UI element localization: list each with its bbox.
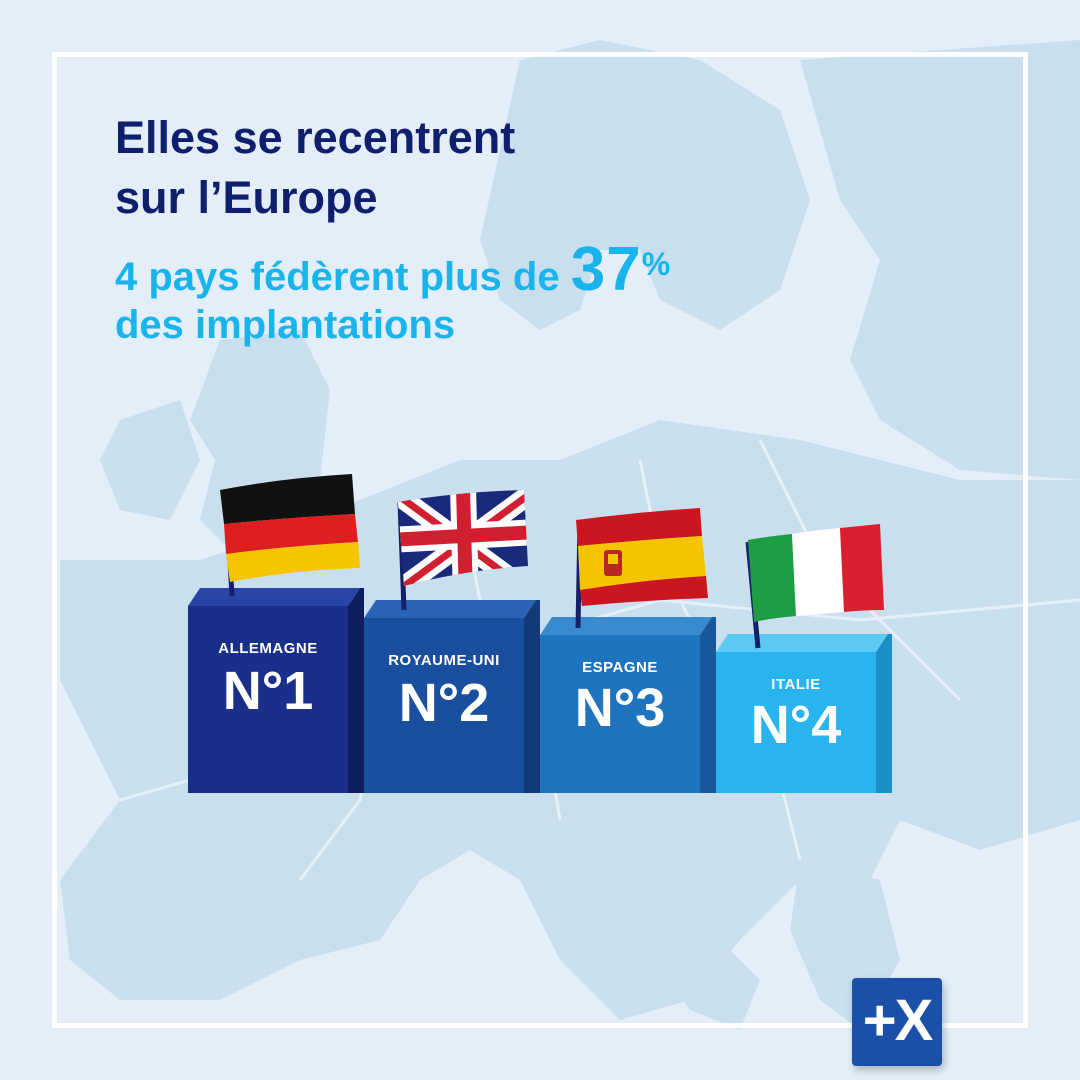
subheadline: 4 pays fédèrent plus de 37% des implanta… [115, 239, 671, 349]
country-label: ROYAUME-UNI [388, 652, 500, 669]
rank-label: N°2 [398, 673, 490, 733]
block-side [524, 600, 540, 793]
podium-block-2: ROYAUME-UNI N°2 [364, 600, 540, 793]
brand-logo: +X [852, 978, 942, 1066]
block-side [348, 588, 364, 793]
germany-flag-icon [220, 474, 360, 597]
country-label: ITALIE [771, 676, 821, 693]
block-face [716, 652, 876, 793]
headline-line-1: Elles se recentrent [115, 112, 516, 163]
subheadline-line-1: 4 pays fédèrent plus de 37% [115, 239, 671, 301]
headline: Elles se recentrent sur l’Europe [115, 108, 515, 228]
logo-text: +X [862, 988, 934, 1053]
country-label: ALLEMAGNE [218, 640, 318, 657]
block-face [540, 635, 700, 793]
spain-flag-icon [575, 508, 708, 629]
block-side [876, 634, 892, 793]
rank-label: N°3 [574, 678, 666, 738]
italy-flag-icon [745, 524, 884, 649]
country-label: ESPAGNE [582, 659, 658, 676]
country-count: 4 [115, 255, 138, 299]
rank-label: N°1 [222, 661, 314, 721]
podium-block-4: ITALIE N°4 [716, 634, 892, 793]
block-side [700, 617, 716, 793]
podium-block-1: ALLEMAGNE N°1 [188, 588, 364, 793]
percentage-value: 37 [570, 235, 642, 304]
block-top [540, 617, 712, 635]
block-face [188, 606, 348, 793]
subheadline-line-2: des implantations [115, 303, 456, 347]
subheadline-text: pays fédèrent plus de [137, 255, 571, 299]
block-top [364, 600, 536, 618]
rank-label: N°4 [750, 695, 842, 755]
white-frame [52, 52, 1028, 1028]
block-face [364, 618, 524, 793]
headline-line-2: sur l’Europe [115, 172, 378, 223]
percent-sign: % [641, 246, 671, 282]
united-kingdom-flag-icon [397, 490, 528, 611]
podium-block-3: ESPAGNE N°3 [540, 617, 716, 793]
